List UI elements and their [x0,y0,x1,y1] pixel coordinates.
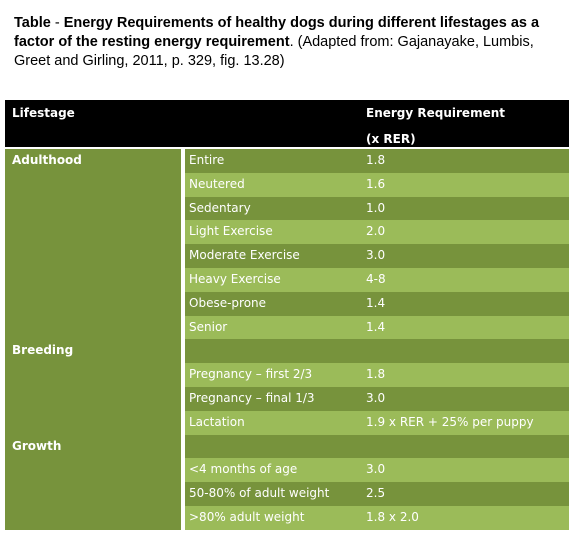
table-row: Light Exercise 2.0 [185,220,569,245]
lifestage-cell: 50-80% of adult weight [189,486,330,501]
table-header: Lifestage Energy Requirement (x RER) [5,100,569,149]
table-row: Lactation 1.9 x RER + 25% per puppy [185,410,569,435]
requirement-cell: 1.8 [366,367,386,382]
table-row: Pregnancy – final 1/3 3.0 [185,387,569,411]
requirement-cell: 1.9 x RER + 25% per puppy [366,414,534,429]
requirement-cell: 3.0 [366,248,386,263]
requirement-cell: 3.0 [366,462,386,477]
header-lifestage: Lifestage [12,106,75,120]
lifestage-cell: Senior [189,319,228,334]
table-row: <4 months of age 3.0 [185,458,569,483]
lifestage-cell: Sedentary [189,200,251,215]
table-body: Adulthood Entire 1.8 Neutered 1.6 Sedentary 1.… [5,149,569,530]
requirement-cell: 1.4 [366,295,386,310]
caption-label: Table [14,15,51,31]
lifestage-cell: Pregnancy – final 1/3 [189,391,315,405]
header-energy-requirement: Energy Requirement [366,106,505,120]
requirement-cell: 1.8 x 2.0 [366,510,419,524]
lifestage-cell: Entire [189,153,225,167]
table-row [185,434,569,459]
table-row: Pregnancy – first 2/3 1.8 [185,363,569,387]
table-row: Senior 1.4 [185,315,569,340]
requirement-cell: 1.6 [366,176,386,191]
requirement-cell: 4-8 [366,272,386,286]
table-row: Moderate Exercise 3.0 [185,244,569,268]
lifestage-cell: Heavy Exercise [189,272,281,286]
caption-source: . (Adapted from: Gajanayake, Lumbis, Gre… [14,34,534,69]
requirement-cell: 2.0 [366,224,386,239]
energy-requirements-table: Lifestage Energy Requirement (x RER) Adu… [5,100,569,530]
caption-title: Energy Requirements of healthy dogs duri… [14,15,540,50]
requirement-cell: 2.5 [366,486,386,501]
group-cell-growth: Growth [5,434,183,530]
requirement-cell: 3.0 [366,391,386,405]
lifestage-cell: Light Exercise [189,224,273,239]
lifestage-cell: Moderate Exercise [189,248,300,263]
table-row: Obese-prone 1.4 [185,291,569,316]
table-row: Neutered 1.6 [185,172,569,197]
lifestage-cell: Neutered [189,176,245,191]
lifestage-cell: <4 months of age [189,462,298,477]
requirement-cell: 1.4 [366,319,386,334]
requirement-cell: 1.0 [366,200,386,215]
table-row: Sedentary 1.0 [185,196,569,221]
table-caption: Table - Energy Requirements of healthy d… [14,14,564,71]
table-row: >80% adult weight 1.8 x 2.0 [185,506,569,530]
table-row: Heavy Exercise 4-8 [185,268,569,292]
header-rer-unit: (x RER) [366,132,416,146]
table-row [185,339,569,364]
table-row: Entire 1.8 [185,149,569,173]
group-label: Growth [12,438,62,453]
group-label: Breeding [12,343,74,358]
table-row: 50-80% of adult weight 2.5 [185,482,569,506]
group-label: Adulthood [12,153,82,167]
caption-dash: - [50,15,64,31]
group-cell-breeding: Breeding [5,339,183,435]
requirement-cell: 1.8 [366,153,386,167]
group-cell-adulthood: Adulthood [5,149,183,340]
lifestage-cell: Lactation [189,414,245,429]
lifestage-cell: Obese-prone [189,295,267,310]
lifestage-cell: Pregnancy – first 2/3 [189,367,313,382]
lifestage-cell: >80% adult weight [189,510,305,524]
